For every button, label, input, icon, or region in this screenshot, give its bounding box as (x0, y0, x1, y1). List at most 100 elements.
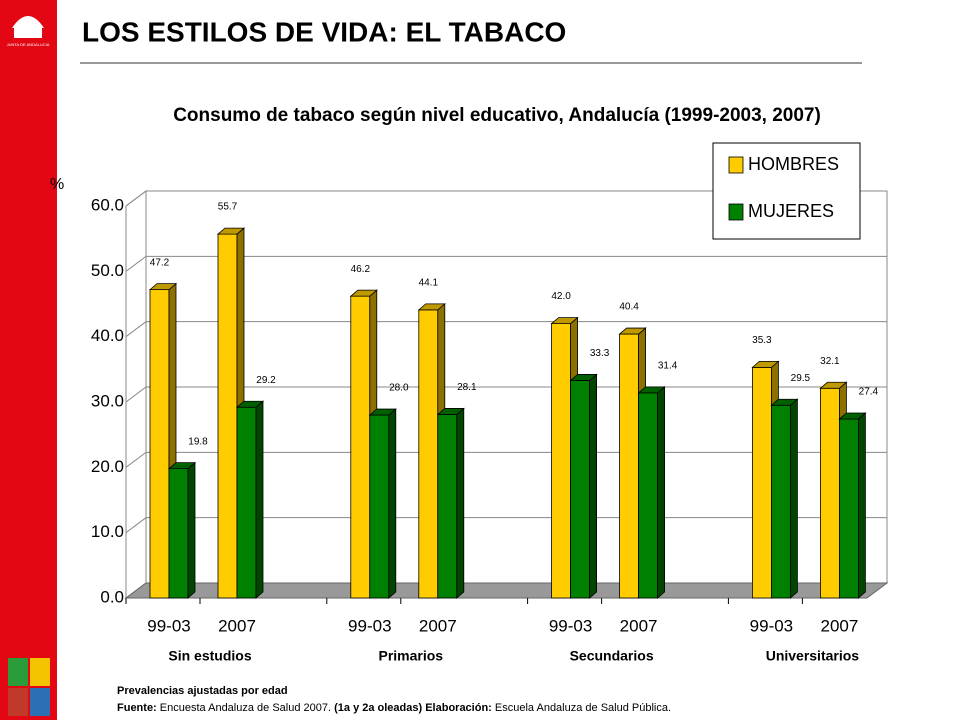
value-label: 44.1 (419, 278, 439, 289)
bar-front (369, 414, 390, 599)
bar-side (858, 412, 866, 599)
bar-front (168, 468, 189, 599)
bar-front (638, 392, 658, 599)
value-label: 19.8 (188, 436, 208, 447)
y-tick-label: 40.0 (91, 326, 124, 345)
legend-swatch (728, 156, 744, 174)
bar-side (255, 400, 264, 599)
value-label: 32.1 (820, 356, 840, 367)
y-tick-label: 20.0 (91, 457, 124, 476)
bar-top (550, 317, 579, 325)
plot: 0.0 10.0 20.0 30.0 40.0 50.0 60.0 Sin estudios P… (91, 142, 887, 664)
legend-label: HOMBRES (748, 154, 839, 174)
y-tick-label: 60.0 (91, 195, 124, 214)
bar (770, 398, 799, 599)
bar-top (167, 462, 197, 470)
logo: JUNTA DE ANDALUCIA (7, 16, 50, 47)
bar-front (570, 380, 590, 599)
bar-front (551, 323, 571, 599)
bar-front (839, 418, 859, 599)
legend-label: MUJERES (748, 201, 834, 221)
bar-front (771, 404, 791, 599)
bar-side (790, 398, 798, 599)
bar-top (436, 408, 465, 415)
bar-top (618, 327, 647, 335)
bar (637, 385, 666, 599)
bar-front (752, 366, 772, 599)
bar (436, 407, 465, 599)
icon (30, 658, 50, 686)
bar-front (236, 406, 257, 599)
source-part: Encuesta Andaluza de Salud 2007. (160, 702, 331, 714)
bar-front (619, 333, 639, 599)
x-tick-label: 99-03 (348, 616, 391, 635)
bar-side (456, 407, 465, 599)
grid-line (125, 255, 887, 272)
value-label: 28.0 (389, 383, 409, 394)
bar-side (187, 461, 196, 599)
icons (8, 658, 50, 716)
logo-text: JUNTA DE ANDALUCIA (7, 42, 50, 47)
bar-top (216, 227, 246, 235)
bar-top (417, 303, 446, 311)
x-tick-label: 99-03 (750, 616, 793, 635)
x-tick-label: 2007 (218, 616, 256, 635)
bar (235, 400, 265, 599)
bar-front (418, 309, 439, 599)
grid-line (125, 190, 887, 207)
footer-source: Fuente: Encuesta Andaluza de Salud 2007.… (117, 702, 671, 714)
group-label: Universitarios (766, 648, 860, 664)
value-label: 42.0 (551, 291, 571, 302)
value-label: 55.7 (218, 202, 238, 213)
y-tick-label: 10.0 (91, 522, 124, 541)
bar (167, 461, 197, 599)
icon (30, 688, 50, 716)
bar (838, 412, 867, 599)
group-label: Sin estudios (168, 648, 251, 664)
bar-top (819, 381, 848, 389)
y-axis-label: % (50, 176, 64, 193)
value-label: 40.4 (619, 302, 639, 313)
y-tick-label: 30.0 (91, 391, 124, 410)
bar-top (349, 289, 378, 297)
value-label: 28.1 (457, 382, 477, 393)
value-label: 46.2 (351, 264, 371, 275)
icon (8, 688, 28, 716)
x-tick-label: 2007 (419, 616, 457, 635)
icon (8, 658, 28, 686)
bar-side (589, 373, 597, 599)
y-tick-label: 50.0 (91, 261, 124, 280)
value-label: 29.5 (791, 373, 811, 384)
grid-line (125, 321, 887, 338)
sidebar (0, 0, 57, 720)
footer-note: Prevalencias ajustadas por edad (117, 685, 288, 697)
bar (569, 373, 598, 599)
bar (368, 408, 397, 599)
logo-base (14, 28, 42, 38)
source-part: Escuela Andaluza de Salud Pública. (495, 702, 671, 714)
bar-front (217, 233, 238, 599)
value-label: 27.4 (859, 387, 879, 398)
bar-front (149, 289, 170, 599)
source-part: Fuente: (117, 702, 157, 714)
value-label: 31.4 (658, 360, 678, 371)
bar-top (838, 412, 867, 420)
bar-top (637, 386, 666, 394)
x-tick-label: 2007 (620, 616, 658, 635)
bar-top (770, 398, 799, 406)
group-label: Secundarios (570, 648, 654, 664)
bar-top (569, 374, 598, 381)
x-tick-label: 99-03 (549, 616, 592, 635)
source-part: (1a y 2a oleadas) Elaboración: (334, 702, 492, 714)
x-tick-label: 2007 (820, 616, 858, 635)
slide-title: LOS ESTILOS DE VIDA: EL TABACO (82, 16, 566, 47)
x-tick-label: 99-03 (147, 616, 190, 635)
logo-arch (12, 16, 44, 28)
bar-top (368, 408, 397, 416)
value-label: 33.3 (590, 348, 610, 359)
y-tick-label: 0.0 (100, 587, 124, 606)
bar-front (437, 414, 458, 599)
legend-swatch (728, 203, 744, 221)
bar-top (751, 360, 780, 368)
